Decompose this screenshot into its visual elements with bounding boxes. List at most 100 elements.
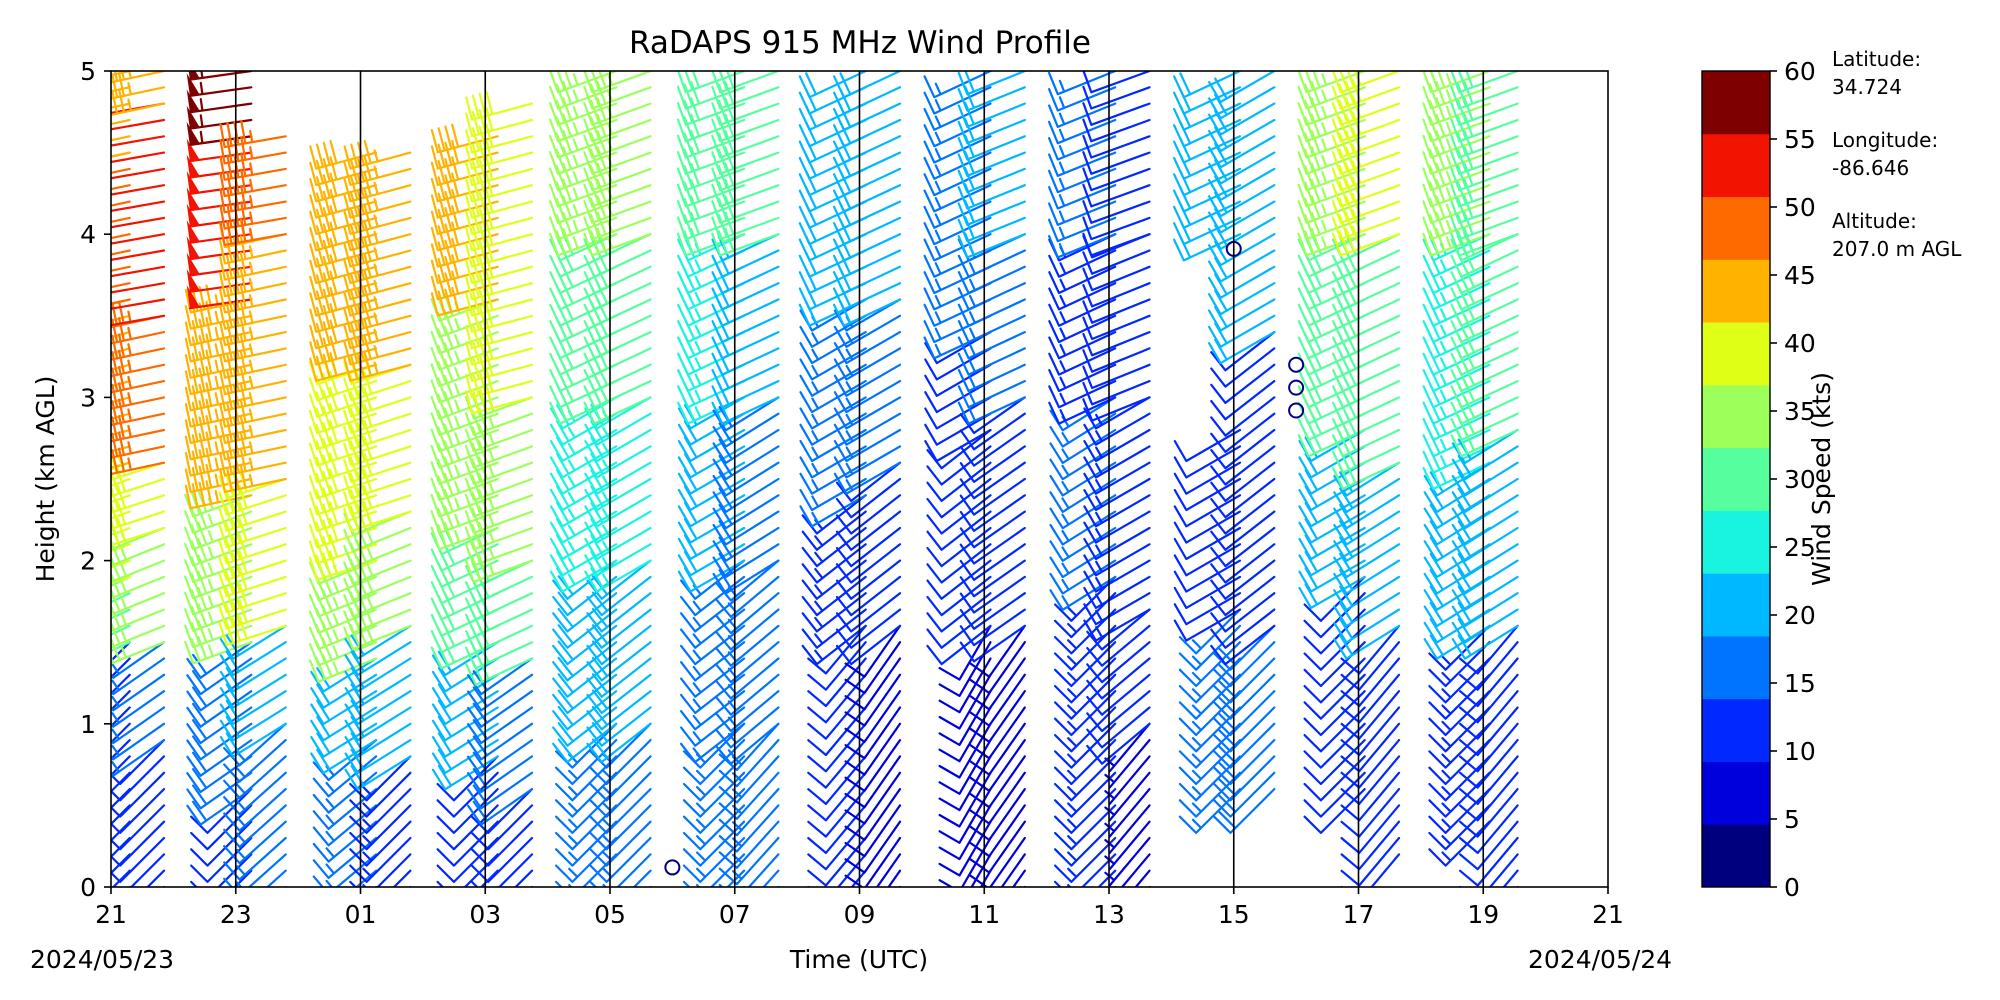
wind-barb bbox=[680, 690, 746, 731]
barb-staff bbox=[1173, 477, 1242, 512]
wind-barb bbox=[1340, 755, 1401, 805]
barb-staff bbox=[1331, 78, 1401, 110]
wind-barb bbox=[799, 331, 867, 365]
wind-barb bbox=[1331, 111, 1401, 143]
wind-barb bbox=[938, 788, 992, 844]
barb-staff bbox=[343, 556, 412, 585]
wind-barb bbox=[584, 559, 652, 593]
barb-staff bbox=[1502, 869, 1519, 887]
barb-staff bbox=[344, 755, 412, 791]
barb-staff bbox=[969, 673, 1026, 727]
wind-barb bbox=[219, 624, 287, 660]
barb-staff bbox=[718, 853, 780, 887]
barb-staff bbox=[343, 436, 412, 467]
wind-barb bbox=[219, 657, 287, 693]
barb-staff bbox=[552, 657, 618, 698]
wind-barb bbox=[111, 836, 131, 859]
barb-staff bbox=[430, 139, 499, 170]
wind-barb bbox=[186, 673, 253, 712]
barb-staff bbox=[833, 363, 902, 397]
wind-barb bbox=[1332, 248, 1401, 278]
wind-barb bbox=[1083, 526, 1151, 561]
barb-staff bbox=[938, 739, 992, 795]
wind-barb bbox=[1422, 130, 1491, 159]
barb-staff bbox=[465, 319, 534, 350]
wind-barb bbox=[844, 706, 902, 760]
wind-barb bbox=[552, 592, 618, 633]
wind-barb bbox=[1450, 314, 1519, 344]
barb-staff bbox=[844, 673, 902, 727]
barb-staff bbox=[959, 624, 1026, 663]
barb-staff bbox=[343, 387, 412, 418]
barb-staff bbox=[676, 146, 746, 175]
wind-barb bbox=[969, 755, 1026, 809]
wind-barb bbox=[926, 608, 992, 649]
barb-staff bbox=[938, 820, 992, 877]
wind-barb bbox=[1451, 494, 1519, 530]
wind-barb bbox=[111, 853, 131, 875]
barb-staff bbox=[190, 820, 253, 867]
barb-staff bbox=[1208, 314, 1276, 348]
colorbar-tick-label: 40 bbox=[1784, 329, 1816, 358]
barb-staff bbox=[1332, 412, 1401, 441]
wind-barb bbox=[465, 270, 534, 301]
wind-barbs-layer bbox=[111, 71, 1519, 887]
barb-staff bbox=[430, 423, 499, 453]
barb-staff bbox=[1082, 71, 1151, 94]
wind-barb bbox=[1048, 135, 1117, 161]
barb-staff bbox=[1208, 298, 1276, 332]
wind-barb bbox=[1331, 94, 1401, 126]
barb-staff bbox=[111, 431, 166, 459]
barb-staff bbox=[844, 804, 902, 858]
wind-barb bbox=[1451, 624, 1519, 660]
wind-barb bbox=[308, 370, 378, 402]
barb-staff bbox=[1340, 722, 1401, 773]
barb-staff bbox=[711, 195, 780, 224]
colorbar-tick-label: 50 bbox=[1784, 193, 1816, 222]
wind-barb bbox=[464, 440, 534, 469]
barb-staff bbox=[833, 428, 902, 463]
wind-barb bbox=[465, 591, 534, 621]
wind-barb bbox=[1049, 526, 1117, 562]
wind-barb bbox=[583, 314, 652, 344]
start-date-label: 2024/05/23 bbox=[30, 945, 174, 974]
barb-staff bbox=[1459, 853, 1519, 887]
wind-barb bbox=[309, 156, 378, 187]
barb-staff bbox=[1450, 395, 1519, 425]
barb-staff bbox=[1054, 690, 1117, 737]
barb-staff bbox=[926, 445, 992, 486]
wind-barb bbox=[1459, 706, 1519, 757]
wind-barb bbox=[218, 566, 287, 598]
wind-barb bbox=[1178, 739, 1242, 786]
wind-barb bbox=[1082, 363, 1151, 390]
wind-barb bbox=[549, 526, 618, 561]
wind-barb bbox=[844, 673, 902, 727]
wind-barb bbox=[184, 505, 253, 534]
barb-staff bbox=[1048, 151, 1117, 177]
wind-barb bbox=[465, 575, 534, 605]
wind-barb bbox=[959, 526, 1026, 565]
barb-staff bbox=[1422, 71, 1491, 94]
x-axis-label: Time (UTC) bbox=[789, 945, 928, 974]
wind-barb bbox=[584, 543, 652, 577]
wind-barb bbox=[265, 869, 287, 887]
barb-staff bbox=[430, 374, 499, 404]
wind-barb bbox=[1173, 543, 1242, 577]
wind-barb bbox=[584, 445, 652, 479]
wind-barb bbox=[583, 330, 652, 360]
wind-barb bbox=[465, 237, 534, 268]
wind-barb bbox=[1054, 641, 1117, 688]
barb-staff bbox=[111, 739, 166, 777]
wind-barb bbox=[957, 265, 1026, 295]
wind-barb bbox=[1082, 151, 1151, 175]
barb-staff bbox=[801, 592, 867, 633]
wind-barb bbox=[111, 690, 131, 712]
barb-staff bbox=[1450, 428, 1519, 458]
wind-barb bbox=[430, 123, 499, 154]
wind-barb bbox=[1459, 755, 1519, 805]
colorbar-segment bbox=[1702, 510, 1770, 574]
wind-barb bbox=[1332, 428, 1401, 458]
barb-staff bbox=[111, 836, 131, 859]
calm-marker bbox=[664, 859, 681, 876]
barb-staff bbox=[1208, 167, 1276, 201]
